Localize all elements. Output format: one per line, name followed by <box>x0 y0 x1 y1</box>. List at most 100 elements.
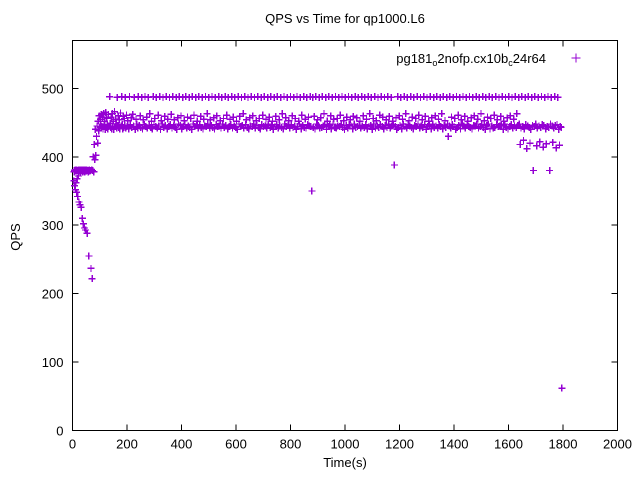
data-point <box>146 110 154 118</box>
data-point <box>557 123 565 131</box>
data-point <box>497 121 505 129</box>
legend: pg181o2nofp.cx10bc24r64 <box>396 51 581 68</box>
data-point <box>421 112 429 120</box>
data-point <box>490 111 498 119</box>
data-point <box>164 115 172 123</box>
data-point <box>546 167 554 174</box>
data-point <box>415 111 423 119</box>
x-tick-label: 1800 <box>549 437 578 452</box>
data-point <box>402 110 410 118</box>
scatter-series-points <box>70 93 566 392</box>
data-point <box>317 114 325 122</box>
data-point <box>98 113 106 121</box>
data-point <box>448 113 456 121</box>
x-tick-label: 1400 <box>440 437 469 452</box>
data-point <box>190 111 198 119</box>
data-point <box>125 125 133 133</box>
data-point <box>74 172 82 180</box>
data-point <box>533 142 541 150</box>
data-point <box>107 113 115 121</box>
data-point <box>85 252 93 260</box>
y-tick-label: 400 <box>42 150 64 165</box>
data-point <box>549 138 557 146</box>
data-point <box>90 168 98 176</box>
data-point <box>154 111 162 119</box>
x-axis-title: Time(s) <box>323 455 367 470</box>
data-point <box>136 112 144 120</box>
data-point <box>497 112 505 120</box>
data-point <box>110 108 118 116</box>
data-point <box>132 115 140 123</box>
data-point <box>477 110 485 118</box>
data-point <box>333 115 341 122</box>
data-point <box>427 125 435 133</box>
data-point <box>408 113 416 121</box>
y-tick-label: 0 <box>56 424 63 439</box>
data-point <box>444 132 452 140</box>
data-point <box>285 117 293 125</box>
x-axis-ticks: 0 200 400 600 800 1000 1200 1400 1600 1800 2000 <box>69 40 632 452</box>
y-tick-label: 500 <box>42 81 64 96</box>
data-point <box>526 139 534 147</box>
data-point <box>390 161 398 169</box>
data-point <box>418 116 426 124</box>
data-point <box>95 127 103 135</box>
data-point <box>167 110 175 118</box>
data-point <box>555 141 563 149</box>
data-point <box>405 117 413 125</box>
data-point <box>366 110 374 118</box>
data-point <box>349 125 357 133</box>
data-point <box>88 275 96 283</box>
data-point <box>204 120 212 128</box>
x-tick-label: 1600 <box>494 437 523 452</box>
data-point <box>203 110 211 118</box>
data-point <box>265 113 273 121</box>
data-point <box>79 220 87 228</box>
x-tick-label: 600 <box>225 437 247 452</box>
data-point <box>213 112 221 120</box>
data-point <box>523 145 531 153</box>
data-point <box>480 117 488 125</box>
data-point <box>255 115 263 122</box>
data-point <box>484 113 492 121</box>
data-point <box>180 117 188 125</box>
data-point <box>122 111 130 119</box>
legend-series-label: pg181o2nofp.cx10bc24r64 <box>396 51 546 68</box>
data-point <box>327 112 335 120</box>
data-point <box>389 117 397 125</box>
data-point <box>451 115 459 122</box>
data-point <box>454 111 462 119</box>
data-point <box>72 179 80 187</box>
data-point <box>295 120 303 128</box>
y-tick-label: 300 <box>42 218 64 233</box>
data-point <box>229 113 237 121</box>
data-point <box>470 112 478 120</box>
data-point <box>356 117 364 125</box>
data-point <box>382 116 390 124</box>
data-point <box>91 156 99 164</box>
x-tick-label: 800 <box>280 437 302 452</box>
legend-marker-plus <box>571 53 581 63</box>
data-point <box>94 139 102 147</box>
data-point <box>434 115 442 123</box>
data-point <box>516 141 524 148</box>
data-point <box>92 132 100 140</box>
data-point <box>298 111 306 119</box>
data-point <box>367 121 375 129</box>
x-tick-label: 2000 <box>603 437 632 452</box>
data-point <box>513 110 521 118</box>
data-point <box>510 115 518 123</box>
data-point <box>425 117 433 125</box>
data-point <box>223 111 231 119</box>
data-point <box>200 115 208 123</box>
data-point <box>539 143 547 151</box>
y-tick-label: 200 <box>42 287 64 302</box>
data-point <box>558 384 566 392</box>
x-tick-label: 200 <box>116 437 138 452</box>
data-point <box>474 115 482 123</box>
data-point <box>529 167 537 174</box>
data-point <box>519 136 527 144</box>
data-point <box>74 193 82 200</box>
data-point <box>77 203 85 211</box>
